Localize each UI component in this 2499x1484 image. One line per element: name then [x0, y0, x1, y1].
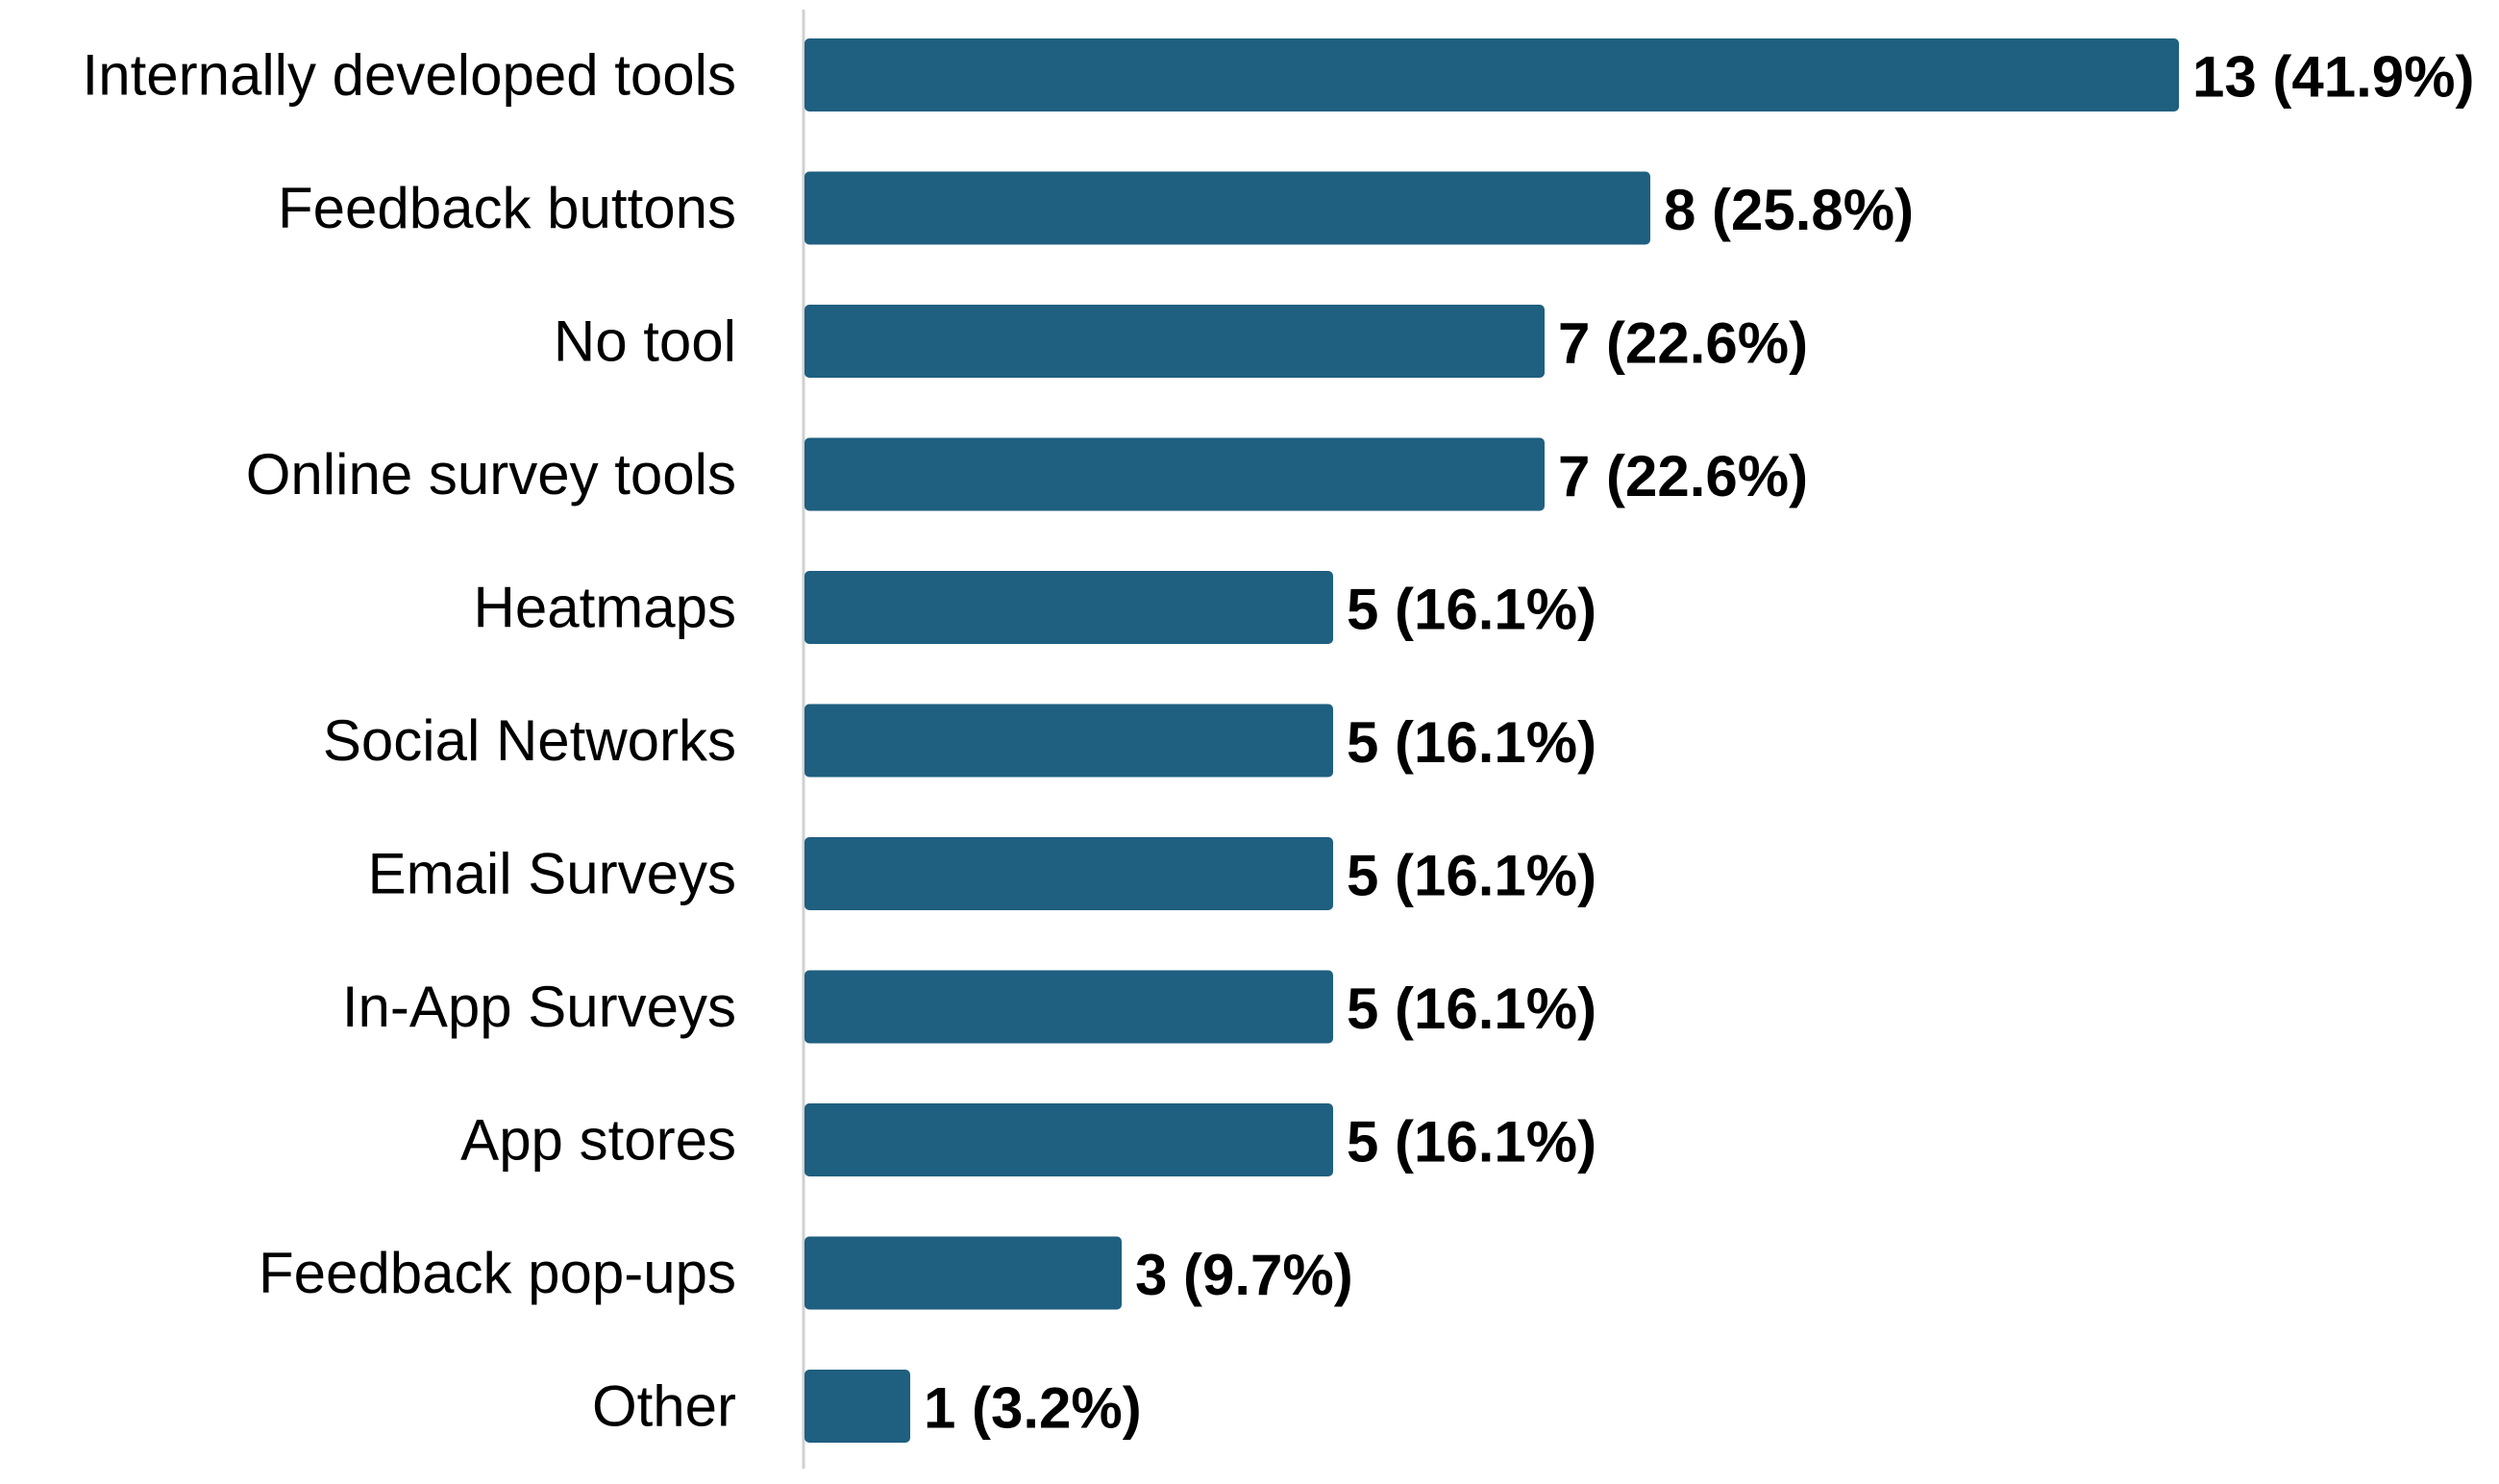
bar-app-stores: [804, 1103, 1333, 1176]
category-label-internally-developed-tools: Internally developed tools: [83, 43, 736, 108]
bar-feedback-buttons: [804, 171, 1650, 245]
category-label-social-networks: Social Networks: [323, 708, 736, 773]
data-label-feedback-pop-ups: 3 (9.7%): [1135, 1243, 1353, 1307]
category-label-in-app-surveys: In-App Surveys: [342, 975, 736, 1039]
category-label-feedback-pop-ups: Feedback pop-ups: [259, 1241, 736, 1305]
bar-internally-developed-tools: [804, 38, 2179, 111]
category-label-online-survey-tools: Online survey tools: [246, 442, 736, 507]
category-label-other: Other: [592, 1374, 736, 1439]
bar-heatmaps: [804, 571, 1333, 644]
bar-other: [804, 1370, 910, 1443]
category-label-heatmaps: Heatmaps: [474, 576, 736, 640]
data-label-online-survey-tools: 7 (22.6%): [1558, 444, 1808, 508]
data-label-heatmaps: 5 (16.1%): [1347, 578, 1596, 642]
bar-no-tool: [804, 305, 1545, 378]
bar-email-surveys: [804, 837, 1333, 910]
data-label-in-app-surveys: 5 (16.1%): [1347, 977, 1596, 1041]
category-labels-group: Internally developed tools Feedback butto…: [83, 43, 736, 1439]
bar-feedback-pop-ups: [804, 1236, 1122, 1310]
bar-in-app-surveys: [804, 970, 1333, 1044]
data-label-no-tool: 7 (22.6%): [1558, 311, 1808, 376]
data-label-email-surveys: 5 (16.1%): [1347, 844, 1596, 908]
category-label-app-stores: App stores: [460, 1108, 736, 1173]
bar-online-survey-tools: [804, 437, 1545, 511]
bar-social-networks: [804, 704, 1333, 778]
category-label-email-surveys: Email Surveys: [368, 842, 736, 906]
bars-group: [804, 38, 2179, 1443]
data-label-social-networks: 5 (16.1%): [1347, 710, 1596, 775]
data-label-app-stores: 5 (16.1%): [1347, 1110, 1596, 1175]
data-label-internally-developed-tools: 13 (41.9%): [2192, 45, 2475, 110]
category-label-feedback-buttons: Feedback buttons: [278, 176, 736, 240]
category-label-no-tool: No tool: [554, 309, 736, 374]
data-labels-group: 13 (41.9%) 8 (25.8%) 7 (22.6%) 7 (22.6%) 5 (…: [924, 45, 2475, 1441]
data-label-other: 1 (3.2%): [924, 1376, 1142, 1441]
data-label-feedback-buttons: 8 (25.8%): [1664, 178, 1914, 242]
